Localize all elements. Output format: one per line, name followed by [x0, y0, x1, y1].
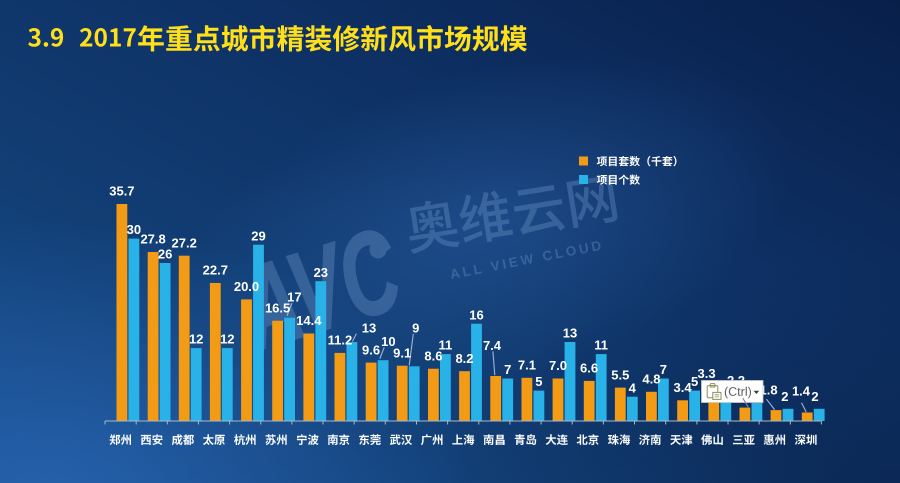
svg-text:3.4: 3.4 — [674, 380, 693, 395]
svg-text:13: 13 — [362, 320, 376, 335]
svg-text:6.6: 6.6 — [580, 361, 598, 376]
svg-text:12: 12 — [189, 332, 203, 347]
svg-text:5: 5 — [691, 374, 698, 389]
svg-text:27.2: 27.2 — [172, 235, 197, 250]
svg-text:30: 30 — [127, 222, 141, 237]
svg-text:8.2: 8.2 — [455, 351, 473, 366]
svg-text:2: 2 — [781, 389, 788, 404]
svg-text:7: 7 — [504, 362, 511, 377]
svg-text:29: 29 — [251, 228, 265, 243]
svg-text:4.8: 4.8 — [642, 372, 660, 387]
svg-text:9.1: 9.1 — [393, 345, 411, 360]
svg-text:11.2: 11.2 — [328, 333, 353, 348]
svg-text:5.5: 5.5 — [611, 367, 629, 382]
svg-text:17: 17 — [287, 290, 301, 305]
svg-text:7.1: 7.1 — [518, 358, 536, 373]
svg-text:4: 4 — [629, 380, 637, 395]
svg-text:8.6: 8.6 — [424, 348, 442, 363]
svg-text:11: 11 — [439, 338, 453, 353]
svg-text:7: 7 — [660, 362, 667, 377]
svg-text:23: 23 — [314, 265, 328, 280]
svg-text:3.3: 3.3 — [698, 366, 716, 381]
svg-text:16.5: 16.5 — [265, 300, 290, 315]
svg-text:1.8: 1.8 — [760, 383, 778, 398]
svg-text:12: 12 — [220, 332, 234, 347]
svg-text:2: 2 — [811, 389, 818, 404]
svg-text:26: 26 — [158, 247, 172, 262]
svg-text:20.0: 20.0 — [234, 279, 259, 294]
svg-text:10: 10 — [381, 334, 395, 349]
svg-text:9: 9 — [412, 320, 419, 335]
svg-text:16: 16 — [469, 307, 483, 322]
svg-text:5: 5 — [535, 374, 542, 389]
svg-text:9.6: 9.6 — [362, 342, 380, 357]
svg-text:35.7: 35.7 — [109, 184, 134, 199]
svg-text:11: 11 — [594, 338, 608, 353]
svg-text:13: 13 — [563, 326, 577, 341]
svg-text:14.4: 14.4 — [296, 313, 322, 328]
svg-text:7.0: 7.0 — [549, 358, 567, 373]
svg-text:27.8: 27.8 — [140, 232, 165, 247]
svg-text:7.4: 7.4 — [483, 338, 502, 353]
svg-text:22.7: 22.7 — [203, 263, 228, 278]
svg-text:1.4: 1.4 — [792, 383, 811, 398]
